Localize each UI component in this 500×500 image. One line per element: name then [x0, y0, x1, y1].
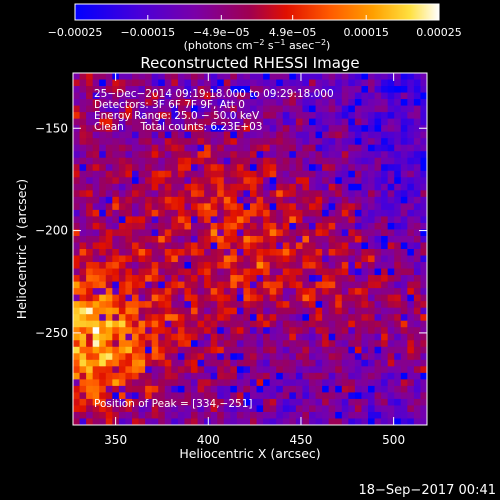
- annotation-energy: Energy Range: 25.0 − 50.0 keV: [94, 110, 260, 122]
- annotation-counts: Clean Total counts: 6.23E+03: [94, 121, 263, 133]
- colorbar-tick-label: 4.9e−05: [269, 26, 316, 39]
- colorbar-gradient: [74, 3, 440, 21]
- colorbar: −0.00025 −0.00015 −4.9e−05 4.9e−05 0.00015 0.…: [48, 3, 462, 52]
- colorbar-ticks: −0.00025 −0.00015 −4.9e−05 4.9e−05 0.00015 0.…: [48, 15, 462, 39]
- annotation-detectors: Detectors: 3F 6F 7F 9F, Att 0: [94, 99, 245, 111]
- colorbar-unit: (photons cm−2 s−1 asec−2): [184, 38, 331, 52]
- y-tick-label: −250: [35, 326, 68, 340]
- colorbar-tick-label: −0.00015: [120, 26, 175, 39]
- x-tick-label: 500: [382, 433, 405, 447]
- colorbar-tick-label: 0.00025: [416, 26, 462, 39]
- annotation-time-range: 25−Dec−2014 09:19:18.000 to 09:29:18.000: [94, 88, 334, 100]
- colorbar-tick-label: −4.9e−05: [193, 26, 250, 39]
- x-axis-ticks: 350 400 450 500: [104, 73, 405, 447]
- colorbar-tick-label: −0.00025: [48, 26, 103, 39]
- chart-title: Reconstructed RHESSI Image: [140, 54, 359, 72]
- annotation-block: 25−Dec−2014 09:19:18.000 to 09:29:18.000…: [94, 88, 334, 133]
- x-tick-label: 450: [290, 433, 313, 447]
- plot-frame: [72, 72, 428, 426]
- y-tick-label: −200: [35, 224, 68, 238]
- x-tick-label: 350: [104, 433, 127, 447]
- y-axis-label: Heliocentric Y (arcsec): [14, 179, 29, 319]
- footer-timestamp: 18−Sep−2017 00:41: [358, 483, 496, 498]
- colorbar-tick-label: 0.00015: [343, 26, 389, 39]
- x-tick-label: 400: [197, 433, 220, 447]
- y-tick-label: −150: [35, 121, 68, 135]
- x-axis-label: Heliocentric X (arcsec): [179, 446, 320, 461]
- y-axis-ticks: −150 −200 −250: [35, 121, 427, 340]
- peak-position-label: Position of Peak = [334,−251]: [94, 398, 253, 410]
